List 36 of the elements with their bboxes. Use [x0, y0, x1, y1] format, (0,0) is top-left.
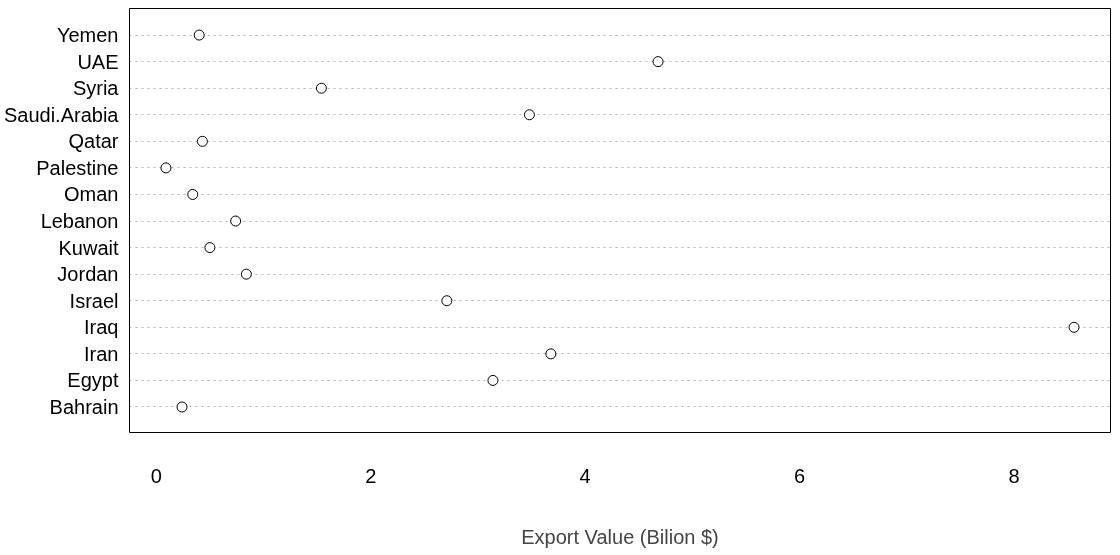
x-tick-label: 6: [794, 464, 806, 487]
point: [441, 295, 453, 307]
y-tick-label: UAE: [77, 50, 119, 73]
point: [315, 82, 327, 94]
y-tick-label: Oman: [64, 183, 119, 206]
point: [487, 374, 499, 386]
y-tick-label: Iraq: [84, 316, 119, 339]
y-tick-label: Saudi.Arabia: [3, 103, 120, 126]
point: [193, 29, 205, 41]
x-tick-label: 0: [150, 464, 162, 487]
point: [204, 242, 216, 254]
y-tick-label: Syria: [72, 77, 120, 100]
y-tick-label: Bahrain: [49, 396, 119, 418]
y-tick-label: Palestine: [36, 156, 119, 179]
point: [240, 268, 252, 280]
point: [230, 215, 242, 227]
point: [1068, 321, 1080, 333]
y-tick-label: Qatar: [68, 130, 119, 153]
point: [545, 348, 557, 360]
y-tick-label: Iran: [84, 342, 119, 365]
point: [523, 109, 535, 121]
y-tick-label: Jordan: [57, 263, 119, 286]
x-tick-label: 2: [365, 464, 377, 487]
y-tick-label: Kuwait: [58, 236, 119, 259]
point: [176, 401, 188, 413]
x-axis-title: Export Value (Bilion $): [521, 525, 719, 548]
point: [196, 135, 208, 147]
y-tick-label: Yemen: [56, 24, 119, 47]
point: [187, 188, 199, 200]
y-tick-label: Lebanon: [40, 210, 119, 233]
x-tick-label: 8: [1008, 464, 1020, 487]
y-tick-label: Israel: [69, 289, 119, 312]
x-tick-label: 4: [579, 464, 591, 487]
point: [652, 56, 664, 68]
y-tick-label: Egypt: [67, 369, 119, 392]
point: [160, 162, 172, 174]
